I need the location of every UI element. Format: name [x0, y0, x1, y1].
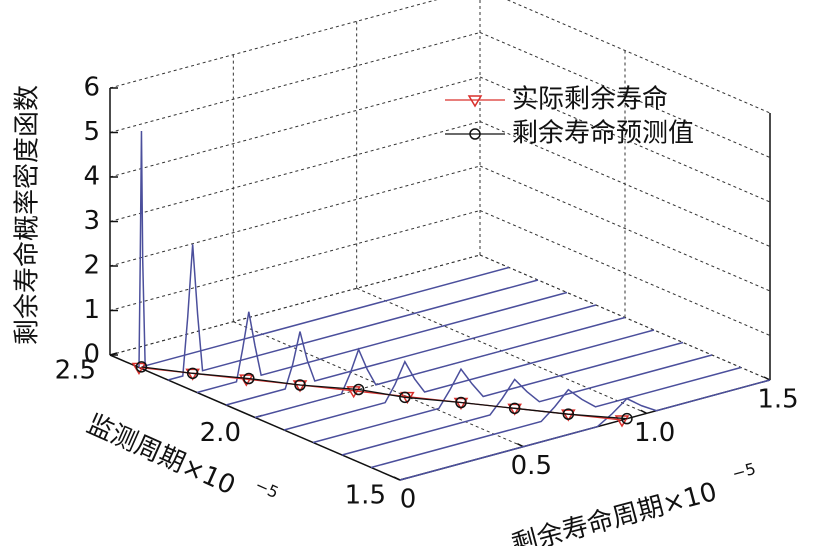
grid-line: [109, 165, 481, 267]
legend-marker: [469, 128, 481, 140]
grid-line: [479, 76, 771, 203]
y-tick-label: 2.0: [200, 418, 241, 448]
x-tick-label: 0: [400, 485, 417, 515]
y-tick-label: 1.5: [345, 481, 386, 511]
pdf-curve: [370, 366, 742, 469]
marker-circle: [455, 396, 467, 409]
y-axis-title: 监测周期×10 −5: [82, 409, 281, 502]
marker-circle: [352, 383, 365, 396]
pdf-curve: [167, 244, 539, 381]
pdf-curve: [138, 130, 510, 368]
grid-line: [109, 76, 481, 178]
grid-line: [479, 165, 771, 292]
x-axis-exponent: −5: [730, 459, 758, 483]
z-tick-label: 2: [83, 251, 100, 281]
y-axis-exponent: −5: [252, 475, 281, 502]
x-tick-label: 1.0: [634, 418, 675, 448]
marker-circle: [186, 367, 199, 380]
z-tick-label: 3: [83, 206, 100, 236]
legend-marker: [467, 95, 483, 108]
marker-circle: [135, 361, 148, 373]
x-tick-label: 1.5: [757, 385, 798, 415]
y-tick-label: 2.5: [55, 356, 96, 386]
grid-line: [109, 210, 481, 311]
pdf-curve: [399, 379, 771, 481]
tick-mark: [393, 476, 401, 481]
x-axis-label: 剩余寿命周期×10: [509, 477, 720, 546]
z-tick-label: 6: [83, 73, 100, 103]
legend-label: 实际剩余寿命: [512, 85, 668, 115]
grid-line: [109, 0, 438, 89]
marker-triangle: [453, 397, 469, 410]
marker-circle: [399, 391, 411, 404]
pdf-curve: [225, 304, 597, 406]
marker-triangle: [507, 403, 522, 416]
pdf-curve: [283, 329, 655, 431]
tick-mark: [109, 352, 118, 356]
series-line: [141, 366, 627, 420]
grid-line: [109, 254, 481, 356]
pdf-curve: [341, 354, 713, 456]
pdf-curve: [254, 316, 626, 419]
marker-circle: [621, 412, 633, 425]
marker-triangle: [292, 380, 308, 393]
marker-triangle: [185, 368, 200, 381]
grid-line: [109, 32, 481, 133]
plot-area: [131, 130, 771, 481]
z-axis-label: 剩余寿命概率密度函数: [13, 85, 43, 345]
x-tick-label: 0.5: [511, 451, 552, 481]
marker-triangle: [561, 409, 576, 422]
tick-mark: [640, 409, 648, 415]
pdf-curve: [312, 341, 684, 444]
pdf-curve: [196, 291, 568, 394]
z-tick-label: 5: [83, 117, 100, 147]
grid-line: [109, 121, 481, 222]
z-tick-label: 1: [83, 295, 100, 325]
z-tick-label: 0: [83, 340, 100, 370]
marker-circle: [294, 379, 306, 391]
marker-circle: [508, 402, 521, 415]
marker-circle: [562, 408, 575, 420]
z-tick-label: 4: [83, 162, 100, 192]
legend-label: 剩余寿命预测值: [512, 119, 694, 149]
marker-circle: [243, 372, 255, 385]
